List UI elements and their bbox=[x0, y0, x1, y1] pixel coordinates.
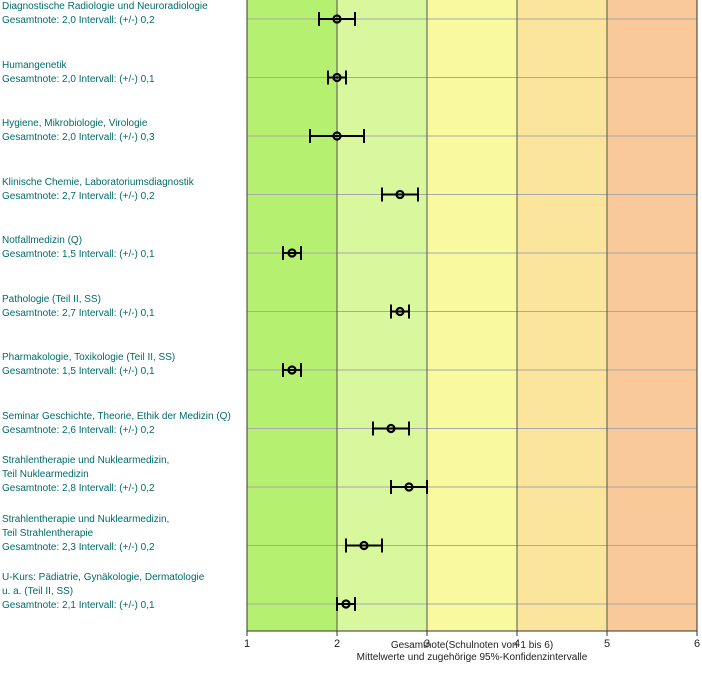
error-bar-3 bbox=[309, 129, 365, 143]
grade-zones bbox=[247, 0, 697, 631]
chart-subtitle: Mittelwerte und zugehörige 95%-Konfidenz… bbox=[356, 652, 588, 663]
row-label-summary: Gesamtnote: 2,0 Intervall: (+/-) 0,2 bbox=[2, 15, 155, 26]
row-label-name: Seminar Geschichte, Theorie, Ethik der M… bbox=[2, 410, 231, 422]
row-label-name: Pathologie (Teil II, SS) bbox=[2, 293, 101, 305]
row-label-summary: Gesamtnote: 2,3 Intervall: (+/-) 0,2 bbox=[2, 541, 155, 553]
error-bar-5 bbox=[282, 246, 302, 260]
row-label-name: U-Kurs: Pädiatrie, Gynäkologie, Dermatol… bbox=[2, 572, 205, 583]
x-axis: 1 2 3 4 5 6 bbox=[244, 0, 700, 650]
row-label-summary: Gesamtnote: 2,7 Intervall: (+/-) 0,1 bbox=[2, 307, 155, 319]
row-label-name: Hygiene, Mikrobiologie, Virologie bbox=[2, 118, 148, 129]
row-label-name: Teil Nuklearmedizin bbox=[2, 469, 89, 480]
gridlines bbox=[247, 0, 697, 631]
row-label-name: u. a. (Teil II, SS) bbox=[2, 586, 74, 597]
row-label-name: Diagnostische Radiologie und Neuroradiol… bbox=[2, 1, 208, 12]
row-label-name: Teil Strahlentherapie bbox=[2, 527, 94, 539]
error-bar-8 bbox=[372, 421, 410, 436]
mean-point bbox=[332, 14, 342, 24]
row-label-summary: Gesamtnote: 2,7 Intervall: (+/-) 0,2 bbox=[2, 190, 155, 202]
mean-point bbox=[332, 72, 342, 83]
mean-point bbox=[404, 482, 414, 492]
row-label-name: Notfallmedizin (Q) bbox=[2, 235, 83, 246]
error-bar-11 bbox=[336, 597, 356, 611]
row-label-summary: Gesamtnote: 1,5 Intervall: (+/-) 0,1 bbox=[2, 249, 155, 260]
error-bar-7 bbox=[282, 363, 302, 377]
row-label: Strahlentherapie und Nuklearmedizin, Teil… bbox=[2, 454, 169, 496]
row-label: Humangenetik Gesamtnote: 2,0 Intervall: (… bbox=[2, 59, 155, 87]
mean-point bbox=[386, 423, 396, 434]
error-bar-9 bbox=[390, 480, 428, 494]
row-label-name: Strahlentherapie und Nuklearmedizin, bbox=[2, 455, 170, 466]
x-tick-label: 2 bbox=[334, 638, 340, 650]
row-label-name: Strahlentherapie und Nuklearmedizin, bbox=[2, 513, 170, 525]
x-tick-label: 4 bbox=[514, 638, 520, 650]
row-label-summary: Gesamtnote: 2,1 Intervall: (+/-) 0,1 bbox=[2, 600, 155, 611]
row-label: Hygiene, Mikrobiologie, Virologie Gesamtn… bbox=[2, 117, 155, 145]
grade-zone-3 bbox=[427, 0, 517, 631]
grade-zone-4 bbox=[517, 0, 607, 631]
row-label: Pharmakologie, Toxikologie (Teil II, SS)… bbox=[2, 351, 175, 379]
mean-point bbox=[341, 599, 351, 609]
row-label: Diagnostische Radiologie und Neuroradiol… bbox=[2, 0, 208, 28]
error-bar-2 bbox=[327, 70, 347, 85]
grade-zone-5 bbox=[607, 0, 697, 631]
row-label: Klinische Chemie, Laboratoriumsdiagnosti… bbox=[2, 176, 194, 204]
row-label-summary: Gesamtnote: 1,5 Intervall: (+/-) 0,1 bbox=[2, 366, 155, 377]
row-label: Pathologie (Teil II, SS) Gesamtnote: 2,7 … bbox=[2, 293, 155, 321]
mean-point bbox=[395, 189, 405, 200]
grade-zone-2 bbox=[337, 0, 427, 631]
error-bars bbox=[282, 12, 428, 611]
error-bar-4 bbox=[381, 187, 419, 202]
row-label-name: Klinische Chemie, Laboratoriumsdiagnosti… bbox=[2, 176, 194, 188]
row-label: Strahlentherapie und Nuklearmedizin, Teil… bbox=[2, 513, 169, 555]
row-label-name: Pharmakologie, Toxikologie (Teil II, SS) bbox=[2, 352, 176, 363]
error-bar-6 bbox=[390, 304, 410, 319]
x-tick-label: 6 bbox=[694, 638, 700, 650]
row-label-summary: Gesamtnote: 2,8 Intervall: (+/-) 0,2 bbox=[2, 483, 155, 494]
row-label: U-Kurs: Pädiatrie, Gynäkologie, Dermatol… bbox=[2, 571, 204, 613]
mean-point bbox=[395, 306, 405, 317]
row-label-summary: Gesamtnote: 2,0 Intervall: (+/-) 0,1 bbox=[2, 73, 155, 85]
x-tick-label: 1 bbox=[244, 638, 250, 650]
x-axis-label: Gesamtnote(Schulnoten von 1 bis 6) bbox=[390, 640, 554, 651]
row-label: Seminar Geschichte, Theorie, Ethik der M… bbox=[2, 410, 231, 438]
error-bar-1 bbox=[318, 12, 356, 26]
error-bar-10 bbox=[345, 538, 383, 553]
row-label-summary: Gesamtnote: 2,0 Intervall: (+/-) 0,3 bbox=[2, 132, 155, 143]
grade-zone-1 bbox=[247, 0, 337, 631]
mean-point bbox=[332, 131, 342, 141]
mean-point bbox=[359, 540, 369, 551]
mean-point bbox=[287, 365, 297, 375]
mean-point bbox=[287, 248, 297, 258]
x-tick-label: 3 bbox=[424, 638, 430, 650]
x-tick-label: 5 bbox=[604, 638, 610, 650]
row-label-name: Humangenetik bbox=[2, 59, 67, 71]
row-label-summary: Gesamtnote: 2,6 Intervall: (+/-) 0,2 bbox=[2, 424, 155, 436]
row-label: Notfallmedizin (Q) Gesamtnote: 1,5 Interv… bbox=[2, 234, 155, 262]
